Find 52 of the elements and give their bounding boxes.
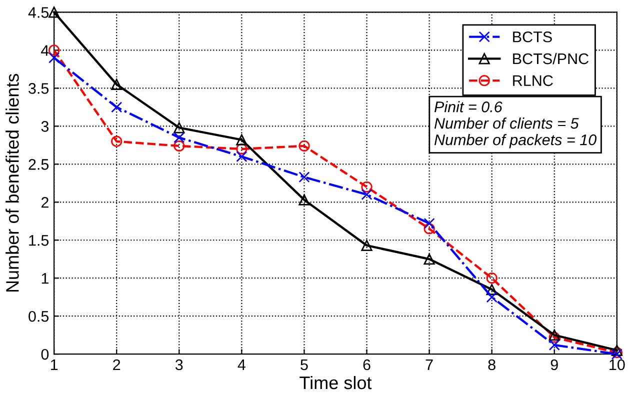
point — [486, 284, 498, 296]
x-tick-label: 6 — [363, 359, 370, 370]
point — [424, 218, 435, 229]
point — [174, 132, 185, 144]
point — [236, 143, 248, 155]
point — [424, 254, 435, 265]
point — [174, 140, 185, 152]
legend-label: BCTS/PNC — [513, 52, 589, 64]
point — [236, 134, 248, 146]
point — [298, 194, 310, 206]
point — [174, 122, 185, 134]
point — [236, 151, 248, 162]
point — [111, 78, 122, 90]
point — [48, 6, 60, 18]
y-tick-label: 3.5 — [28, 83, 49, 94]
point — [361, 188, 372, 200]
point — [48, 44, 60, 56]
y-tick-label: 2.5 — [28, 159, 49, 170]
x-tick-label: 1 — [50, 360, 58, 370]
y-tick-label: 1 — [42, 273, 48, 284]
y-tick-label: 4 — [41, 45, 49, 56]
point — [486, 292, 498, 303]
point — [611, 344, 622, 356]
x-tick-label: 2 — [113, 359, 120, 370]
point — [424, 223, 435, 234]
x-tick-label: 9 — [550, 359, 558, 370]
y-tick-label: 0.5 — [28, 310, 49, 322]
point — [361, 181, 372, 193]
legend-label: RLNC — [513, 75, 553, 86]
point — [111, 136, 122, 147]
x-tick-label: 7 — [426, 360, 433, 370]
y-tick-label: 1.5 — [29, 235, 49, 246]
point — [48, 52, 60, 64]
x-axis-title: Time slot — [300, 376, 372, 390]
x-tick-label: 10 — [610, 359, 625, 370]
y-tick-label: 2 — [41, 197, 48, 208]
y-tick-label: 0 — [41, 348, 49, 360]
point — [486, 272, 498, 284]
point — [298, 140, 310, 152]
point — [111, 102, 122, 113]
annotation: Pinit = 0.6 Number of clients = 5 Number of packets = 10 — [434, 101, 596, 148]
x-tick-label: 8 — [488, 359, 496, 370]
point — [361, 240, 372, 252]
point — [298, 172, 310, 183]
x-tick-label: 3 — [175, 359, 183, 370]
legend-label: BCTS — [513, 31, 552, 42]
y-tick-label: 4.5 — [28, 7, 49, 18]
y-tick-label: 3 — [41, 121, 49, 132]
y-axis-title: Number of benefited clients — [6, 74, 19, 292]
point — [548, 339, 560, 351]
x-tick-label: 4 — [238, 360, 246, 370]
x-tick-label: 5 — [300, 360, 308, 370]
